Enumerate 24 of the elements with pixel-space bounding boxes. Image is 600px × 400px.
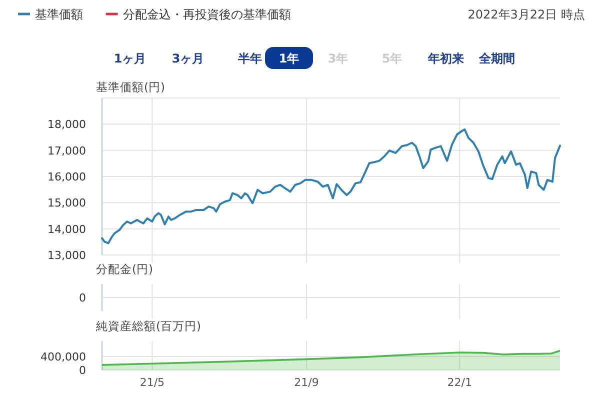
text: 年初来 bbox=[427, 52, 464, 66]
chart-title: 純資産総額(百万円) bbox=[96, 319, 201, 333]
text: 全期間 bbox=[478, 52, 515, 66]
chart-title: 基準価額(円) bbox=[96, 80, 165, 94]
y-tick-label: 15,000 bbox=[48, 196, 86, 210]
x-tick-label: 21/5 bbox=[140, 376, 165, 389]
y-tick-label: 13,000 bbox=[48, 249, 86, 262]
legend-label: 基準価額 bbox=[35, 8, 83, 22]
x-tick-label: 21/9 bbox=[294, 376, 319, 389]
text: 半年 bbox=[237, 52, 262, 66]
text: 1年 bbox=[278, 52, 300, 66]
y-tick-label: 14,000 bbox=[48, 222, 86, 236]
legend-label: 分配金込・再投資後の基準価額 bbox=[122, 8, 291, 22]
y-tick-label: 18,000 bbox=[48, 118, 86, 132]
y-tick-label: 16,000 bbox=[48, 170, 86, 184]
text: 分配金(円) bbox=[96, 262, 153, 276]
text: 3ヶ月 bbox=[172, 52, 204, 66]
text: 1ヶ月 bbox=[114, 52, 146, 66]
line-series bbox=[101, 128, 561, 244]
chart-subtitle: 2022年3月22日 時点 bbox=[468, 8, 585, 22]
x-tick-label: 22/1 bbox=[447, 376, 472, 389]
y-tick-label: 0 bbox=[79, 364, 86, 377]
y-tick-label: 17,000 bbox=[48, 144, 86, 158]
y-tick-label: 400,000 bbox=[40, 350, 86, 364]
